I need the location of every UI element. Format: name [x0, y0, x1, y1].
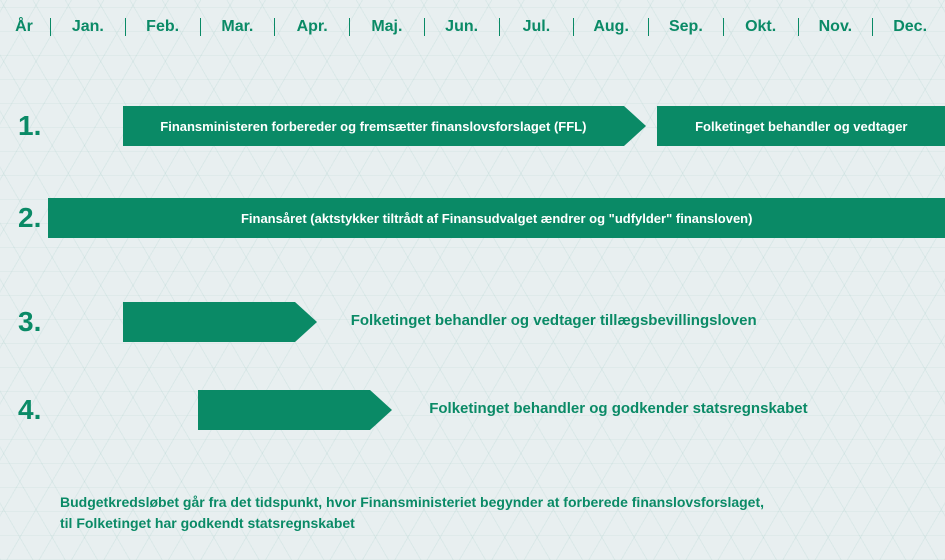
- month-header-row: Jan. Feb. Mar.Apr. Maj. Jun. Jul.Aug. Sep. Okt.…: [48, 18, 945, 36]
- timeline-row: 4. Folketinget behandler og godkender sta…: [0, 384, 945, 436]
- header-divider: [50, 18, 51, 36]
- diagram-content: År Jan. Feb. Mar.Apr. Maj. Jun. Jul.Aug. Sep. O…: [0, 0, 945, 560]
- month-label: Jan.: [53, 18, 123, 36]
- header-divider: [200, 18, 201, 36]
- header-divider: [573, 18, 574, 36]
- timeline-header: År Jan. Feb. Mar.Apr. Maj. Jun. Jul.Aug. Sep. O…: [0, 18, 945, 36]
- process-arrow: Folketinget behandler og vedtager: [657, 106, 945, 146]
- arrow-head-icon: [295, 302, 317, 342]
- header-divider: [349, 18, 350, 36]
- row-side-label: Folketinget behandler og godkender stats…: [429, 400, 807, 417]
- row-number: 1.: [18, 110, 41, 142]
- month-label: Maj.: [352, 18, 422, 36]
- arrow-label: [198, 390, 370, 430]
- header-divider: [798, 18, 799, 36]
- row-side-label: Folketinget behandler og vedtager tillæg…: [351, 312, 757, 329]
- header-divider: [499, 18, 500, 36]
- arrow-head-icon: [624, 106, 646, 146]
- month-label: Dec.: [875, 18, 945, 36]
- footer-line-1: Budgetkredsløbet går fra det tidspunkt, …: [60, 492, 764, 513]
- month-label: Apr.: [277, 18, 347, 36]
- header-divider: [274, 18, 275, 36]
- header-divider: [648, 18, 649, 36]
- header-divider: [125, 18, 126, 36]
- timeline-row: 3. Folketinget behandler og vedtager till…: [0, 296, 945, 348]
- timeline-row: 2.Finansåret (aktstykker tiltrådt af Fin…: [0, 192, 945, 244]
- month-label: Aug.: [576, 18, 646, 36]
- header-divider: [872, 18, 873, 36]
- arrow-label: Folketinget behandler og vedtager: [657, 106, 945, 146]
- timeline-row: 1. Finansministeren forbereder og fremsæt…: [0, 100, 945, 152]
- month-label: Okt.: [726, 18, 796, 36]
- month-label: Nov.: [801, 18, 871, 36]
- arrow-head-icon: [370, 390, 392, 430]
- footer-caption: Budgetkredsløbet går fra det tidspunkt, …: [60, 492, 764, 534]
- header-divider: [723, 18, 724, 36]
- row-number: 3.: [18, 306, 41, 338]
- row-number: 2.: [18, 202, 41, 234]
- process-arrow: Finansministeren forbereder og fremsætte…: [123, 106, 646, 146]
- month-label: Mar.: [203, 18, 273, 36]
- month-label: Feb.: [128, 18, 198, 36]
- header-divider: [424, 18, 425, 36]
- process-arrow: [123, 302, 317, 342]
- month-label: Jul.: [502, 18, 572, 36]
- month-label: Jun.: [427, 18, 497, 36]
- year-label: År: [0, 18, 48, 36]
- process-arrow: [198, 390, 392, 430]
- footer-line-2: til Folketinget har godkendt statsregnsk…: [60, 513, 764, 534]
- arrow-label: Finansåret (aktstykker tiltrådt af Finan…: [48, 198, 945, 238]
- process-arrow: Finansåret (aktstykker tiltrådt af Finan…: [48, 198, 945, 238]
- arrow-label: [123, 302, 295, 342]
- arrow-label: Finansministeren forbereder og fremsætte…: [123, 106, 624, 146]
- month-label: Sep.: [651, 18, 721, 36]
- row-number: 4.: [18, 394, 41, 426]
